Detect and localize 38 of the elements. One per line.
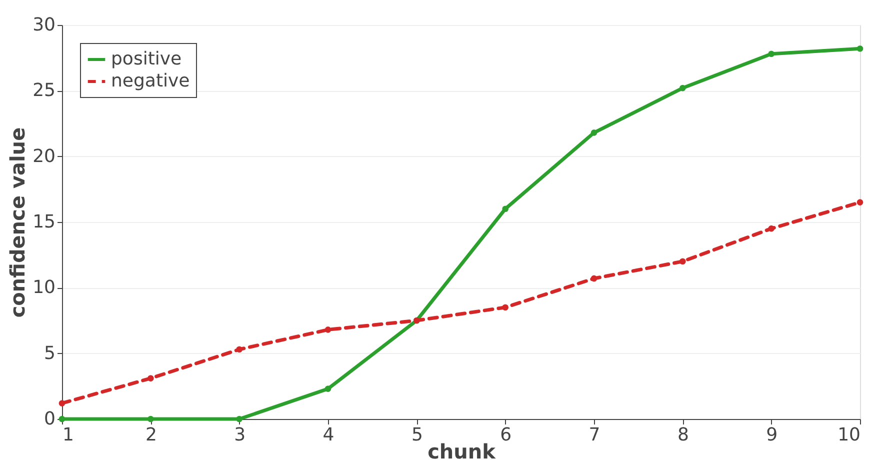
- legend-label: positive: [111, 48, 182, 70]
- x-tick-label: 3: [234, 424, 246, 446]
- point: [236, 416, 242, 422]
- x-tick-label: 10: [838, 424, 860, 446]
- legend-label: negative: [111, 70, 190, 92]
- x-axis-title: chunk: [428, 440, 496, 463]
- y-axis-title: confidence value: [6, 127, 30, 318]
- y-tick-label: 5: [44, 342, 56, 364]
- point: [856, 199, 864, 206]
- x-tick-label: 7: [588, 424, 600, 446]
- point: [768, 225, 774, 232]
- y-tick-label: 10: [32, 277, 56, 298]
- point: [502, 206, 508, 212]
- point: [680, 84, 686, 92]
- x-tick-label: 5: [411, 424, 423, 446]
- y-tick-label: 15: [32, 212, 56, 232]
- x-tick-label: 8: [677, 424, 689, 446]
- point: [148, 416, 154, 422]
- point: [768, 50, 774, 58]
- y-tick-label: 20: [32, 146, 56, 167]
- x-tick-label: 2: [145, 424, 157, 446]
- point: [590, 130, 598, 136]
- point: [58, 400, 66, 406]
- x-tick-label: 6: [500, 424, 512, 446]
- point: [324, 326, 332, 333]
- point: [590, 275, 598, 282]
- x-tick-label: 9: [766, 424, 778, 446]
- point: [324, 386, 332, 392]
- y-tick-label: 30: [32, 14, 56, 36]
- point: [856, 45, 864, 52]
- point: [236, 346, 242, 353]
- y-tick-label: 25: [32, 80, 56, 102]
- point: [502, 304, 508, 311]
- point: [148, 375, 154, 382]
- x-tick-label: 1: [62, 424, 74, 446]
- y-tick-label: 0: [44, 408, 56, 430]
- x-tick-label: 4: [322, 424, 334, 446]
- point: [680, 258, 686, 265]
